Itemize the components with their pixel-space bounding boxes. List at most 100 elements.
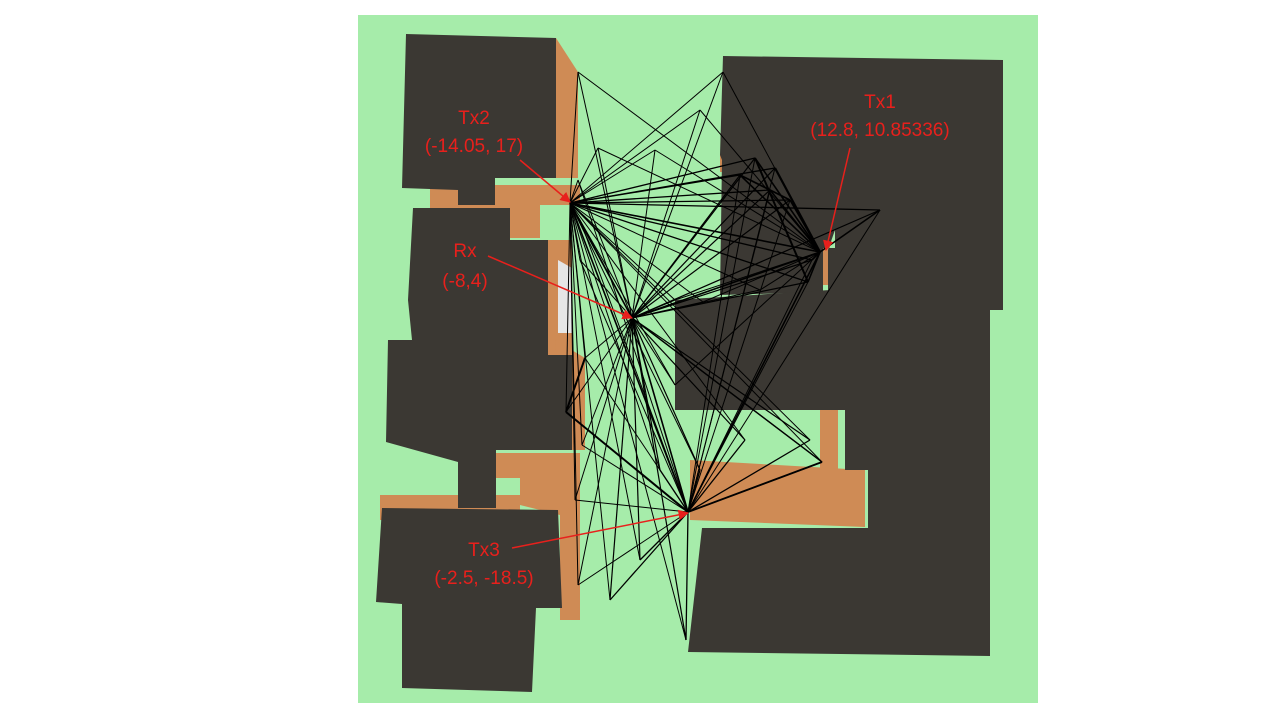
ray-path	[574, 317, 633, 501]
ray-path	[569, 71, 579, 204]
ray-path	[631, 317, 701, 471]
ray-path	[631, 109, 701, 319]
ray-path	[631, 317, 661, 471]
tx3-coords: (-2.5, -18.5)	[434, 568, 533, 589]
ray-path	[569, 202, 611, 601]
annotation-rx: Rx (-8,4)	[442, 241, 633, 320]
tx1-arrow	[823, 147, 851, 252]
ray-path	[754, 157, 809, 283]
ray-path	[597, 147, 821, 253]
ray-path	[569, 109, 701, 204]
rx-name: Rx	[453, 241, 477, 262]
ray-path	[569, 199, 791, 204]
ray-path	[754, 157, 821, 253]
ray-path	[577, 71, 821, 253]
tx2-coords: (-14.05, 17)	[425, 136, 523, 157]
ray-path	[579, 259, 633, 319]
ray-path	[569, 179, 579, 204]
ray-path	[569, 147, 599, 204]
ray-path	[597, 147, 633, 319]
tx2-name: Tx2	[458, 108, 490, 129]
ray-path	[687, 189, 771, 513]
ray-path	[807, 251, 821, 283]
rx-arrow	[487, 255, 633, 320]
ray-path	[674, 251, 821, 386]
ray-path	[631, 251, 821, 319]
ray-paths	[565, 71, 881, 641]
annotation-tx3: Tx3 (-2.5, -18.5)	[434, 509, 690, 589]
ray-path	[774, 167, 821, 253]
ray-path	[569, 202, 821, 253]
ray-path	[569, 202, 704, 303]
tx1-name: Tx1	[864, 92, 896, 113]
ray-path	[687, 259, 813, 513]
ray-path	[739, 174, 821, 253]
ray-path	[565, 411, 689, 513]
ray-path	[687, 209, 881, 513]
ray-path	[631, 167, 776, 319]
ray-path	[569, 202, 661, 471]
ray-path	[565, 357, 586, 413]
ray-path	[631, 299, 676, 319]
ray-path	[569, 202, 746, 441]
ray-path	[565, 317, 633, 413]
ray-path	[631, 199, 791, 319]
ray-path	[569, 202, 813, 261]
ray-path	[565, 202, 571, 413]
ray-path	[569, 202, 676, 386]
ray-path	[631, 209, 881, 319]
ray-path	[577, 317, 633, 586]
ray-path	[569, 202, 641, 561]
rx-device	[558, 260, 572, 333]
ray-path	[687, 469, 701, 513]
ray-path	[569, 149, 656, 204]
ray-path	[569, 202, 579, 586]
tx1-coords: (12.8, 10.85336)	[810, 120, 949, 141]
ray-path	[687, 174, 741, 513]
ray-path	[687, 461, 823, 513]
ray-path	[687, 439, 746, 513]
ray-path	[609, 511, 689, 601]
ray-path	[577, 511, 689, 586]
ray-path	[631, 317, 823, 463]
ray-path	[569, 189, 771, 204]
ray-path	[581, 444, 689, 513]
ray-path	[569, 202, 676, 301]
ray-path	[581, 317, 633, 446]
ray-path	[631, 189, 771, 319]
ray-path	[687, 251, 821, 513]
ray-path	[569, 71, 724, 204]
ray-path	[569, 202, 811, 441]
ray-path	[631, 317, 687, 641]
ray-path	[659, 469, 689, 513]
ray-path	[631, 317, 746, 441]
ray-path	[685, 511, 689, 641]
tx3-arrow	[511, 509, 690, 549]
ray-path	[569, 174, 741, 204]
ray-path	[631, 149, 656, 319]
ray-path	[687, 199, 791, 513]
ray-path	[574, 499, 689, 513]
ray-path	[569, 202, 583, 446]
ray-path	[569, 202, 761, 291]
ray-path	[687, 157, 756, 513]
ray-path	[739, 174, 791, 201]
ray-path	[631, 317, 641, 561]
ray-path	[631, 317, 811, 441]
ray-path	[639, 511, 689, 561]
ray-path	[674, 251, 821, 301]
ray-path	[569, 157, 756, 204]
ray-path	[584, 317, 633, 359]
ray-path	[631, 174, 741, 319]
ray-path	[631, 317, 676, 386]
ray-path	[569, 202, 881, 211]
ray-path	[687, 439, 811, 513]
ray-path	[609, 317, 633, 601]
tx3-name: Tx3	[468, 540, 500, 561]
tx2-arrow	[519, 159, 571, 203]
ray-path	[569, 202, 687, 641]
ray-path	[631, 289, 761, 319]
annotation-tx2: Tx2 (-14.05, 17)	[425, 108, 571, 203]
rx-coords: (-8,4)	[442, 271, 487, 292]
